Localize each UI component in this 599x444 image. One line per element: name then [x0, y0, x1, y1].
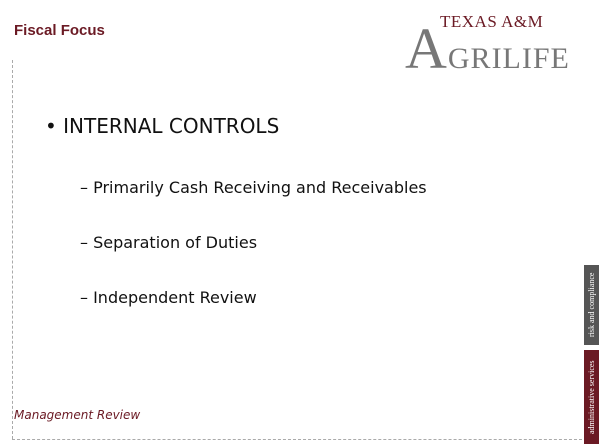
sub-item: – Independent Review [80, 288, 257, 307]
logo-top: TEXAS A&M [440, 12, 544, 31]
bullet: • INTERNAL CONTROLS [45, 114, 280, 138]
footer: Management Review [14, 408, 141, 422]
side-tab[interactable]: risk and compliance [584, 265, 599, 345]
sub-item: – Separation of Duties [80, 233, 258, 252]
border-bottom [12, 439, 582, 440]
side-tab[interactable]: administrative services [584, 350, 599, 444]
slide-title: Fiscal Focus [14, 22, 105, 39]
logo-main: AGRILIFE [405, 16, 570, 81]
sub-item: – Primarily Cash Receiving and Receivabl… [80, 178, 427, 197]
border-left [12, 60, 13, 439]
